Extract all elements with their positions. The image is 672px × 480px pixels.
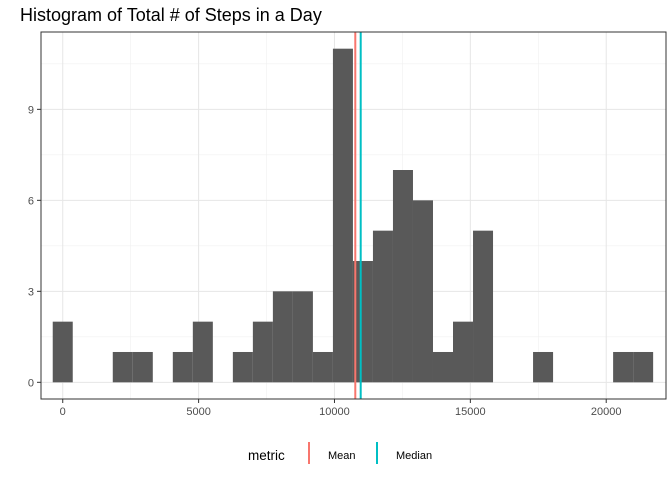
y-tick-label: 0 — [28, 377, 34, 389]
histogram-bar — [352, 260, 373, 383]
legend-label-mean: Mean — [328, 450, 356, 462]
x-tick-label: 15000 — [455, 406, 486, 418]
reference-lines — [354, 32, 362, 399]
histogram-bar — [372, 230, 393, 383]
histogram-bar — [252, 321, 273, 383]
histogram-bar — [232, 351, 253, 383]
histogram-bar — [473, 230, 494, 383]
x-tick-label: 0 — [60, 406, 66, 418]
histogram-bar — [52, 321, 73, 383]
histogram-bar — [332, 48, 353, 383]
legend-title: metric — [248, 448, 285, 463]
y-tick-label: 3 — [28, 286, 34, 298]
histogram-bar — [292, 291, 313, 383]
histogram-bar — [312, 351, 333, 383]
chart-title: Histogram of Total # of Steps in a Day — [20, 5, 322, 25]
y-tick-label: 9 — [28, 104, 34, 116]
bars — [52, 48, 654, 383]
legend: metric Mean Median — [248, 442, 432, 464]
histogram-bar — [613, 351, 634, 383]
histogram-bar — [453, 321, 474, 383]
histogram-bar — [412, 200, 433, 383]
histogram-bar — [633, 351, 654, 383]
histogram-bar — [392, 170, 413, 383]
histogram-bar — [272, 291, 293, 383]
y-axis: 0 3 6 9 — [28, 104, 41, 389]
histogram-bar — [432, 351, 454, 383]
x-axis: 0 5000 10000 15000 20000 — [60, 399, 622, 418]
y-tick-label: 6 — [28, 195, 34, 207]
panel-border — [40, 31, 667, 400]
histogram-bar — [192, 321, 213, 383]
histogram-bar — [112, 351, 133, 383]
x-tick-label: 10000 — [319, 406, 350, 418]
x-tick-label: 5000 — [186, 406, 210, 418]
histogram-bar — [132, 351, 153, 383]
x-tick-label: 20000 — [591, 406, 622, 418]
histogram-bar — [172, 351, 193, 383]
histogram-bar — [533, 351, 554, 383]
legend-label-median: Median — [396, 450, 432, 462]
